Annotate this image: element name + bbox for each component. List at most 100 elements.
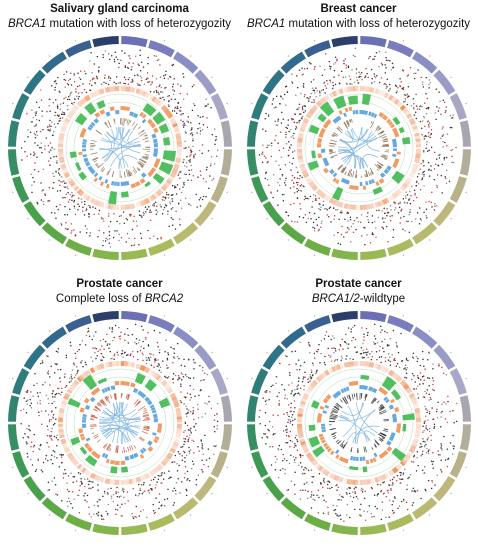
heat-band [149,94,155,101]
cn-segment [124,455,130,461]
snv-point [284,354,287,357]
chromosome-segment [449,368,467,395]
snv-point [100,217,103,220]
snv-point [96,512,98,515]
snv-point [167,367,170,369]
indel-mark [376,400,380,404]
chromosome-tick [314,40,316,42]
snv-point [393,358,396,360]
snv-point [386,332,388,334]
cn-segment [335,179,340,185]
heat-band [58,151,64,155]
snv-point [328,60,331,63]
snv-point [426,107,429,109]
snv-point [188,203,190,205]
snv-point [116,230,118,232]
snv-point [311,206,313,208]
snv-point [292,134,294,137]
snv-point [93,77,95,80]
snv-point [137,494,139,497]
snv-point [184,466,187,468]
snv-point [451,117,454,119]
cn-segment [392,148,397,152]
snv-point [364,490,366,492]
indel-mark [90,418,95,421]
snv-point [371,356,374,358]
snv-point [69,92,72,95]
snv-point [189,204,192,207]
snv-point [85,208,88,210]
heat-band [320,467,326,474]
snv-point [312,221,315,224]
snv-point [186,424,189,427]
snv-point [425,135,427,138]
snv-point [315,218,318,221]
snv-point [440,137,442,140]
snv-point [319,91,321,94]
snv-point [95,75,98,78]
snv-point [393,209,396,211]
snv-point [264,391,266,393]
snv-point [397,507,399,510]
snv-point [51,462,54,465]
snv-point [287,154,290,157]
snv-point [47,398,49,400]
snv-point [35,112,37,115]
snv-point [66,98,69,101]
snv-point [104,240,107,242]
chromosome-tick [226,466,228,468]
snv-point [374,343,377,345]
snv-point [404,229,406,232]
snv-point [29,404,31,407]
snv-point [26,155,28,157]
snv-point [64,227,67,230]
snv-point [53,175,55,177]
snv-point [441,410,443,413]
snv-point [97,505,99,507]
indel-mark [331,410,337,414]
indel-mark [107,120,112,128]
snv-point [279,469,282,471]
snv-point [368,505,371,507]
indel-mark [380,406,385,410]
snv-point [402,473,404,476]
snv-point [264,130,267,132]
cn-segment [105,111,111,117]
snv-point [397,203,400,205]
chromosome-segment [8,395,20,422]
snv-point [266,146,268,149]
snv-point [286,441,289,444]
snv-point [272,196,274,199]
snv-point [415,184,418,187]
snv-point [102,518,105,520]
snv-point [115,508,117,511]
cn-segment [153,143,158,148]
indel-mark [329,416,337,419]
snv-point [334,347,337,350]
snv-point [428,427,431,430]
snv-point [157,365,160,368]
snv-point [110,497,113,500]
snv-point [182,98,185,100]
snv-point [346,83,348,85]
snv-point [159,366,162,369]
snv-point [298,368,301,371]
snv-point [455,402,458,405]
cn-segment [153,148,158,158]
snv-point [386,85,388,88]
snv-point [293,483,296,486]
snv-point [348,516,351,519]
snv-point [56,434,58,437]
snv-point [45,354,48,357]
snv-point [121,503,123,505]
snv-point [388,484,390,486]
snv-point [63,376,66,378]
snv-point [286,91,289,93]
heat-band [160,379,168,387]
chromosome-segment [304,40,331,58]
snv-point [302,82,305,85]
snv-point [33,168,36,171]
cn-segment [390,398,395,404]
heat-band [176,416,182,420]
heat-band [126,479,130,485]
